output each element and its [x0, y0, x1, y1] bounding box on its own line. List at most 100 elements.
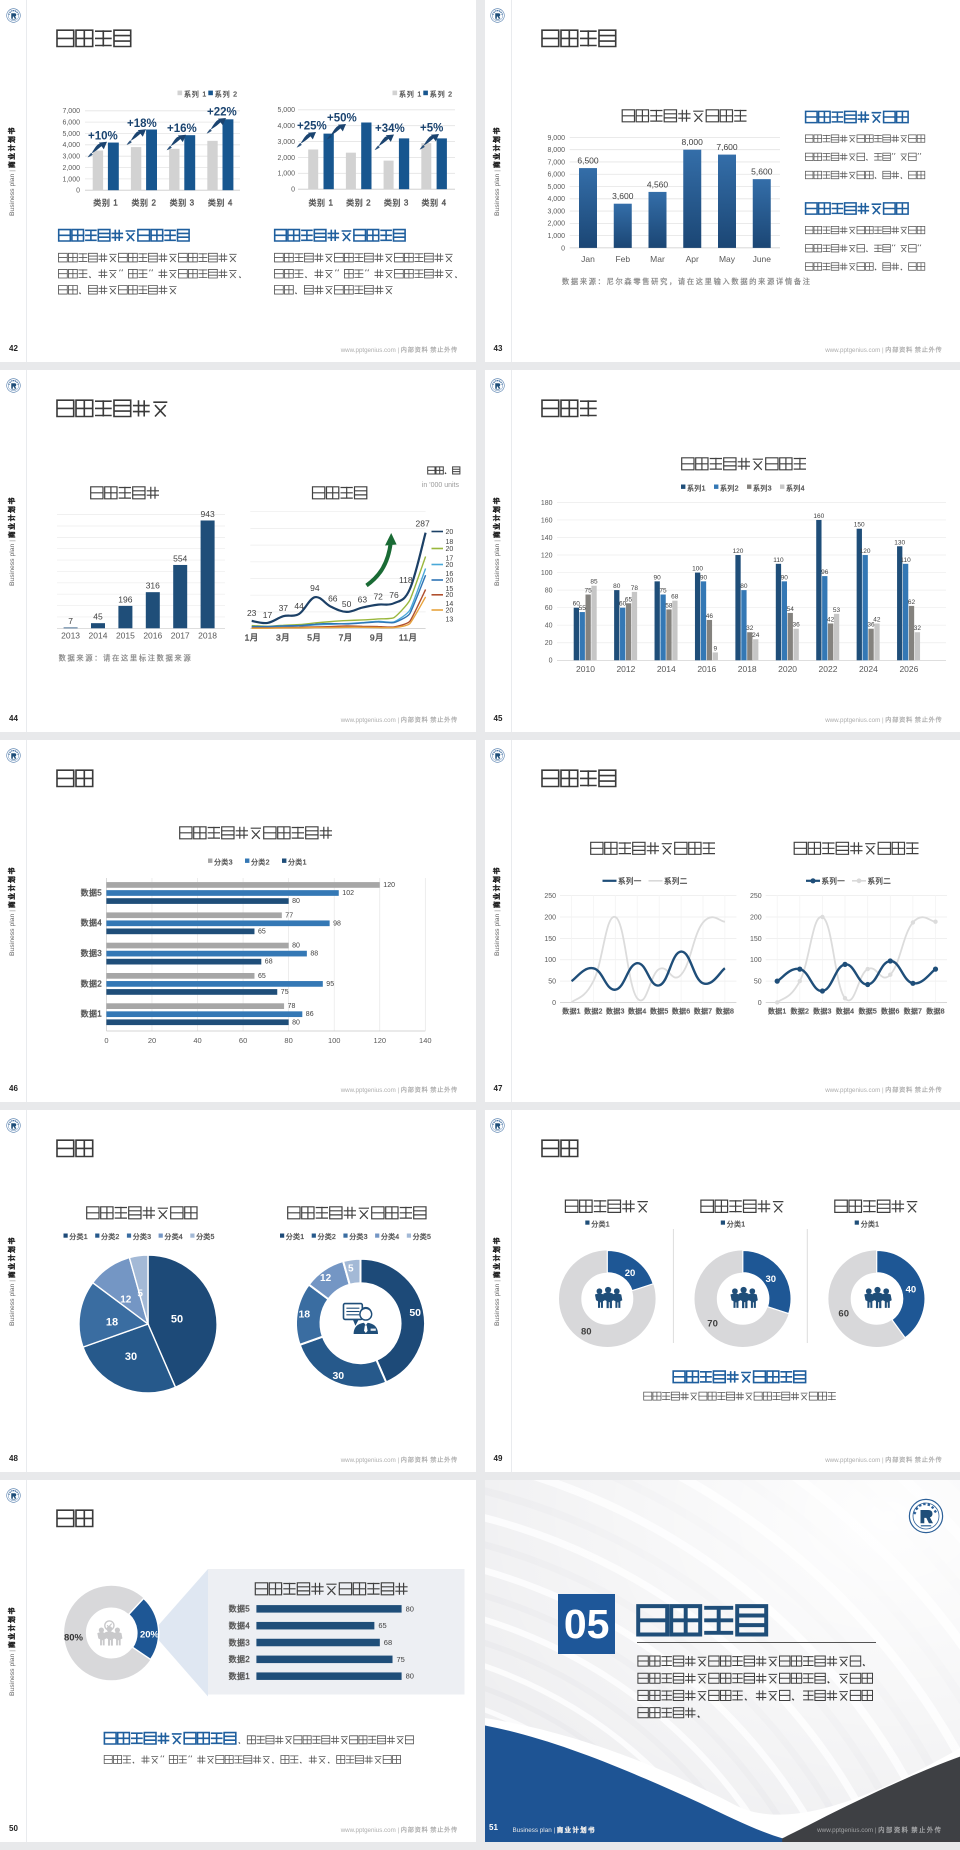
svg-text:24: 24 [752, 632, 760, 639]
svg-text:0: 0 [76, 188, 80, 195]
svg-text:9月: 9月 [370, 633, 384, 643]
svg-text:类别 3: 类别 3 [170, 198, 195, 208]
svg-text:23: 23 [247, 608, 257, 618]
svg-text:数据7: 数据7 [693, 1007, 712, 1016]
svg-text:3月: 3月 [276, 633, 290, 643]
svg-text:分类1: 分类1 [69, 1232, 88, 1241]
svg-text:分类3: 分类3 [349, 1232, 368, 1241]
svg-text:40: 40 [193, 1036, 201, 1045]
svg-text:类别 4: 类别 4 [208, 198, 233, 208]
svg-text:120: 120 [859, 548, 870, 555]
svg-text:2012: 2012 [616, 664, 635, 674]
svg-text:100: 100 [750, 957, 762, 964]
svg-text:4,000: 4,000 [62, 142, 80, 149]
svg-text:140: 140 [540, 535, 552, 542]
svg-text:102: 102 [342, 890, 354, 897]
svg-text:196: 196 [118, 594, 132, 604]
svg-text:36: 36 [867, 622, 875, 629]
svg-text:2026: 2026 [899, 664, 918, 674]
svg-text:3,600: 3,600 [612, 191, 634, 201]
svg-text:75: 75 [584, 588, 592, 595]
svg-text:50: 50 [409, 1307, 421, 1319]
svg-text:5月: 5月 [307, 633, 321, 643]
svg-text:2022: 2022 [818, 664, 837, 674]
svg-text:June: June [752, 254, 771, 264]
svg-text:2016: 2016 [697, 664, 716, 674]
svg-text:80: 80 [740, 583, 748, 590]
svg-text:76: 76 [389, 590, 399, 600]
svg-text:20: 20 [446, 577, 454, 584]
svg-text:66: 66 [328, 594, 338, 604]
svg-text:数据3: 数据3 [813, 1007, 832, 1016]
svg-text:0: 0 [561, 245, 565, 252]
svg-text:2017: 2017 [171, 631, 190, 641]
svg-text:50: 50 [342, 599, 352, 609]
svg-text:95: 95 [326, 981, 334, 988]
svg-text:系列 2: 系列 2 [215, 89, 238, 98]
svg-text:45: 45 [93, 612, 103, 622]
svg-text:120: 120 [540, 552, 552, 559]
svg-text:2014: 2014 [89, 631, 108, 641]
svg-text:数据3: 数据3 [229, 1637, 251, 1647]
svg-text:20: 20 [446, 562, 454, 569]
svg-text:7: 7 [68, 616, 73, 626]
svg-text:42: 42 [826, 617, 834, 624]
svg-text:分类2: 分类2 [318, 1232, 337, 1241]
svg-text:+5%: +5% [420, 123, 443, 135]
svg-text:8,000: 8,000 [547, 147, 565, 154]
svg-text:5: 5 [137, 1288, 143, 1299]
svg-text:2,000: 2,000 [62, 165, 80, 172]
svg-text:68: 68 [671, 594, 679, 601]
svg-text:12: 12 [320, 1273, 332, 1284]
svg-text:数据8: 数据8 [715, 1007, 734, 1016]
svg-text:7月: 7月 [339, 633, 353, 643]
svg-text:3,000: 3,000 [277, 139, 295, 146]
svg-text:20: 20 [148, 1036, 156, 1045]
svg-text:系列3: 系列3 [753, 483, 772, 492]
svg-text:160: 160 [813, 513, 824, 520]
svg-text:100: 100 [544, 957, 556, 964]
svg-text:数据3: 数据3 [81, 948, 103, 958]
svg-text:20: 20 [624, 1268, 635, 1279]
svg-text:60: 60 [618, 601, 626, 608]
svg-text:7,600: 7,600 [716, 142, 738, 152]
svg-text:75: 75 [659, 588, 667, 595]
svg-text:分类1: 分类1 [591, 1219, 610, 1228]
svg-text:0: 0 [104, 1036, 108, 1045]
svg-text:100: 100 [692, 566, 703, 573]
svg-text:2018: 2018 [737, 664, 756, 674]
svg-text:系列一: 系列一 [618, 875, 642, 885]
svg-text:150: 150 [750, 936, 762, 943]
svg-text:分类5: 分类5 [196, 1232, 215, 1241]
svg-text:5,000: 5,000 [277, 107, 295, 114]
svg-text:80: 80 [581, 1326, 592, 1337]
svg-text:80: 80 [544, 588, 552, 595]
svg-text:系列 1: 系列 1 [399, 89, 422, 98]
svg-text:系列1: 系列1 [687, 483, 706, 492]
svg-text:7,000: 7,000 [547, 159, 565, 166]
svg-text:80: 80 [292, 943, 300, 950]
svg-text:数据2: 数据2 [81, 978, 103, 988]
svg-text:140: 140 [419, 1036, 432, 1045]
svg-text:数据4: 数据4 [229, 1621, 251, 1631]
svg-text:120: 120 [374, 1036, 387, 1045]
svg-text:58: 58 [665, 602, 673, 609]
svg-text:110: 110 [773, 557, 784, 564]
svg-text:9: 9 [713, 645, 717, 652]
svg-text:8,000: 8,000 [681, 137, 703, 147]
svg-text:类别 1: 类别 1 [308, 198, 333, 208]
svg-text:系列2: 系列2 [720, 483, 739, 492]
svg-text:数据1: 数据1 [562, 1007, 581, 1016]
svg-text:30: 30 [332, 1370, 344, 1382]
svg-text:0: 0 [548, 658, 552, 665]
svg-text:类别 2: 类别 2 [346, 198, 371, 208]
svg-text:2020: 2020 [778, 664, 797, 674]
svg-text:18: 18 [446, 539, 454, 546]
svg-text:分类3: 分类3 [214, 857, 233, 866]
svg-text:17: 17 [263, 610, 273, 620]
svg-text:65: 65 [258, 928, 266, 935]
svg-text:1月: 1月 [245, 633, 259, 643]
svg-text:4,000: 4,000 [547, 196, 565, 203]
svg-text:20: 20 [446, 592, 454, 599]
svg-text:3,000: 3,000 [547, 209, 565, 216]
